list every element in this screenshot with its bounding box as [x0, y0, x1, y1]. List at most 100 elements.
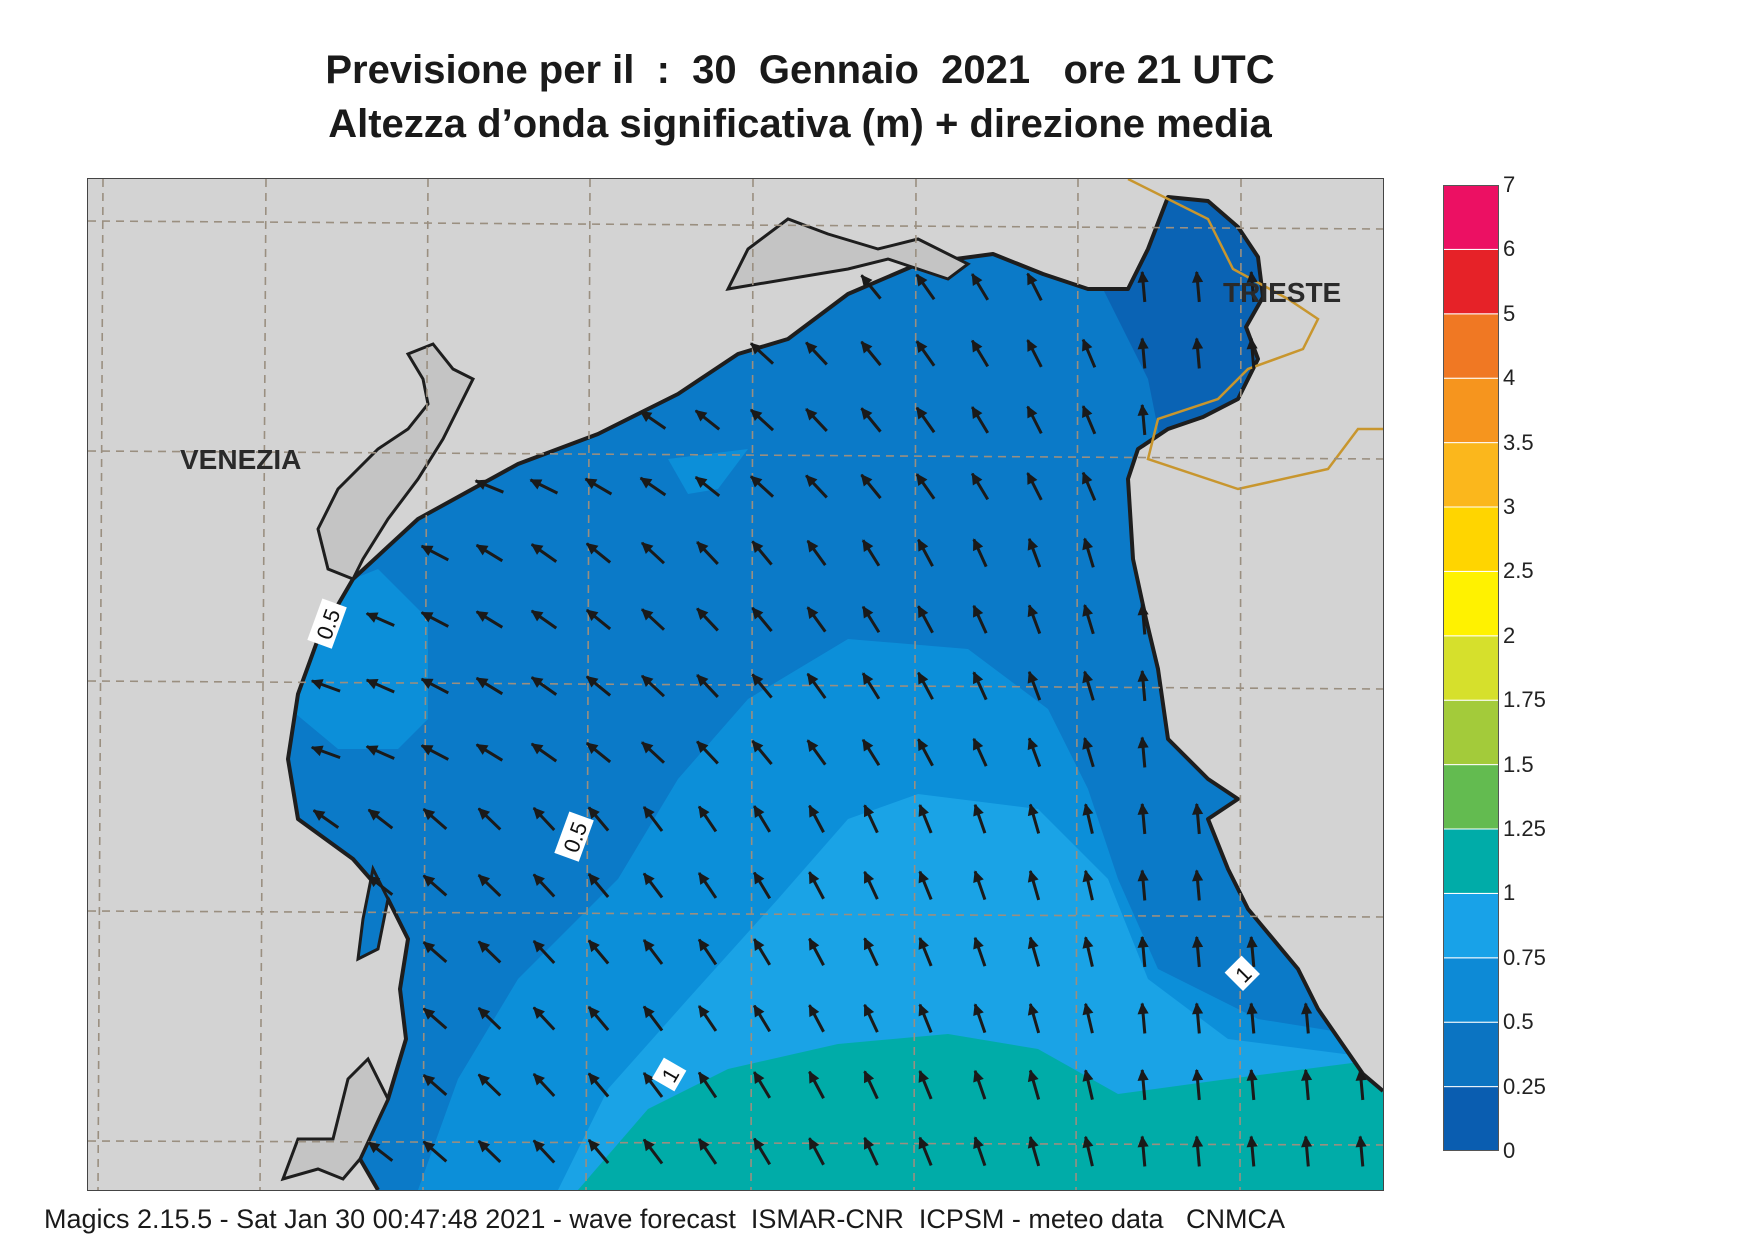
- direction-arrowhead: [641, 741, 654, 754]
- direction-arrowhead: [1027, 869, 1039, 883]
- direction-arrowhead: [643, 1005, 655, 1019]
- direction-arrowhead: [750, 342, 763, 355]
- direction-arrowhead: [475, 544, 489, 556]
- direction-arrowhead: [1082, 803, 1094, 816]
- direction-arrowhead: [917, 671, 929, 685]
- direction-arrowhead: [641, 608, 654, 621]
- direction-arrowhead: [753, 805, 765, 818]
- direction-arrowhead: [916, 473, 928, 486]
- direction-arrowhead: [918, 1003, 929, 1017]
- legend-swatch: [1443, 957, 1499, 1023]
- direction-arrowhead: [585, 742, 599, 754]
- po-delta-outline: [280, 1056, 390, 1182]
- legend-swatch: [1443, 313, 1499, 379]
- direction-arrowhead: [1082, 1135, 1094, 1149]
- direction-arrowhead: [1301, 1135, 1313, 1148]
- direction-arrowhead: [365, 612, 379, 623]
- legend-swatch: [1443, 185, 1499, 250]
- direction-arrowhead: [1192, 935, 1204, 948]
- direction-arrowhead: [588, 939, 600, 953]
- direction-arrowhead: [860, 274, 873, 287]
- direction-arrowhead: [698, 872, 710, 885]
- direction-arrowhead: [863, 1003, 875, 1017]
- direction-arrowhead: [1246, 1135, 1258, 1148]
- contour-label-box-1: 0.5: [307, 598, 347, 649]
- direction-arrowhead: [1137, 1068, 1149, 1081]
- direction-arrowhead: [422, 1007, 436, 1020]
- direction-arrowhead: [475, 744, 489, 755]
- direction-arrowhead: [529, 479, 543, 490]
- direction-arrowhead: [588, 873, 600, 886]
- legend-tick-label: 7: [1503, 172, 1516, 197]
- direction-arrowhead: [420, 745, 434, 756]
- direction-arrowhead: [1137, 802, 1149, 815]
- direction-arrowhead: [1246, 270, 1258, 283]
- direction-arrowhead: [1027, 1002, 1039, 1016]
- direction-arrowhead: [532, 807, 545, 820]
- direction-arrowhead: [1027, 1069, 1039, 1083]
- direction-arrowhead: [1137, 403, 1149, 416]
- direction-arrowhead: [918, 937, 929, 950]
- direction-arrowhead: [1137, 1135, 1149, 1148]
- legend-tick-label: 2: [1503, 622, 1516, 648]
- direction-arrowhead: [751, 540, 764, 554]
- direction-arrowhead: [1355, 1135, 1367, 1148]
- direction-arrowhead: [1246, 1002, 1258, 1015]
- direction-arrowhead: [312, 809, 326, 821]
- direction-arrowhead: [751, 740, 764, 753]
- direction-arrowhead: [750, 409, 763, 421]
- legend-swatch: [1443, 764, 1499, 830]
- direction-arrowhead: [420, 678, 434, 689]
- direction-arrowhead: [973, 1069, 984, 1083]
- legend-tick-label: 0.75: [1503, 944, 1546, 970]
- direction-arrowhead: [365, 745, 379, 756]
- direction-arrowhead: [477, 874, 491, 887]
- direction-arrowhead: [973, 1136, 984, 1149]
- direction-arrowhead: [643, 806, 655, 819]
- direction-arrowhead: [860, 407, 873, 420]
- direction-arrowhead: [1082, 737, 1094, 750]
- direction-arrowhead: [422, 874, 436, 887]
- legend-tick-label: 0.5: [1503, 1009, 1534, 1035]
- legend-swatch: [1443, 699, 1499, 766]
- legend-tick-label: 5: [1503, 300, 1516, 326]
- direction-arrowhead: [1137, 270, 1149, 283]
- venice-lagoon-outline: [316, 342, 476, 581]
- direction-arrowhead: [1301, 1068, 1313, 1081]
- direction-arrowhead: [530, 610, 544, 622]
- direction-arrowhead: [422, 1140, 436, 1153]
- direction-arrowhead: [530, 676, 544, 688]
- direction-arrowhead: [916, 406, 928, 420]
- direction-arrowhead: [696, 674, 709, 687]
- sea-band-0.5-0.75-north: [668, 449, 748, 494]
- legend-frame: [1443, 185, 1499, 1151]
- direction-arrowhead: [694, 476, 708, 489]
- legend-tick-label: 3: [1503, 494, 1516, 519]
- direction-arrowhead: [863, 937, 875, 951]
- direction-arrowhead: [1137, 869, 1149, 882]
- direction-arrowhead: [1082, 936, 1094, 949]
- direction-arrowhead: [639, 477, 653, 489]
- direction-arrowhead: [477, 807, 491, 820]
- direction-arrowhead: [310, 745, 324, 757]
- direction-arrowhead: [643, 872, 655, 886]
- legend-tick-label: 0.25: [1503, 1073, 1546, 1099]
- direction-arrowhead: [1192, 1135, 1204, 1148]
- direction-arrowhead: [863, 1136, 875, 1150]
- direction-arrowhead: [1082, 670, 1094, 684]
- direction-arrowhead: [973, 737, 984, 751]
- legend-tick-label: 1.25: [1503, 816, 1546, 841]
- legend-swatch: [1443, 1086, 1499, 1151]
- direction-arrowhead: [1137, 736, 1149, 749]
- direction-arrowhead: [973, 604, 984, 618]
- direction-arrowhead: [863, 804, 875, 818]
- direction-arrowhead: [588, 1072, 600, 1086]
- direction-arrowhead: [532, 873, 545, 886]
- direction-arrowhead: [918, 1136, 929, 1150]
- direction-arrowhead: [1082, 405, 1093, 418]
- direction-arrowhead: [643, 1138, 655, 1152]
- direction-arrowhead: [1192, 869, 1204, 882]
- direction-arrowhead: [808, 1070, 820, 1084]
- direction-arrowhead: [588, 1006, 600, 1019]
- direction-arrowhead: [588, 1139, 600, 1152]
